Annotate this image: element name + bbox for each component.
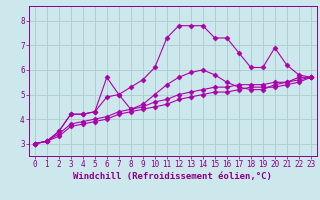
X-axis label: Windchill (Refroidissement éolien,°C): Windchill (Refroidissement éolien,°C) xyxy=(73,172,272,181)
